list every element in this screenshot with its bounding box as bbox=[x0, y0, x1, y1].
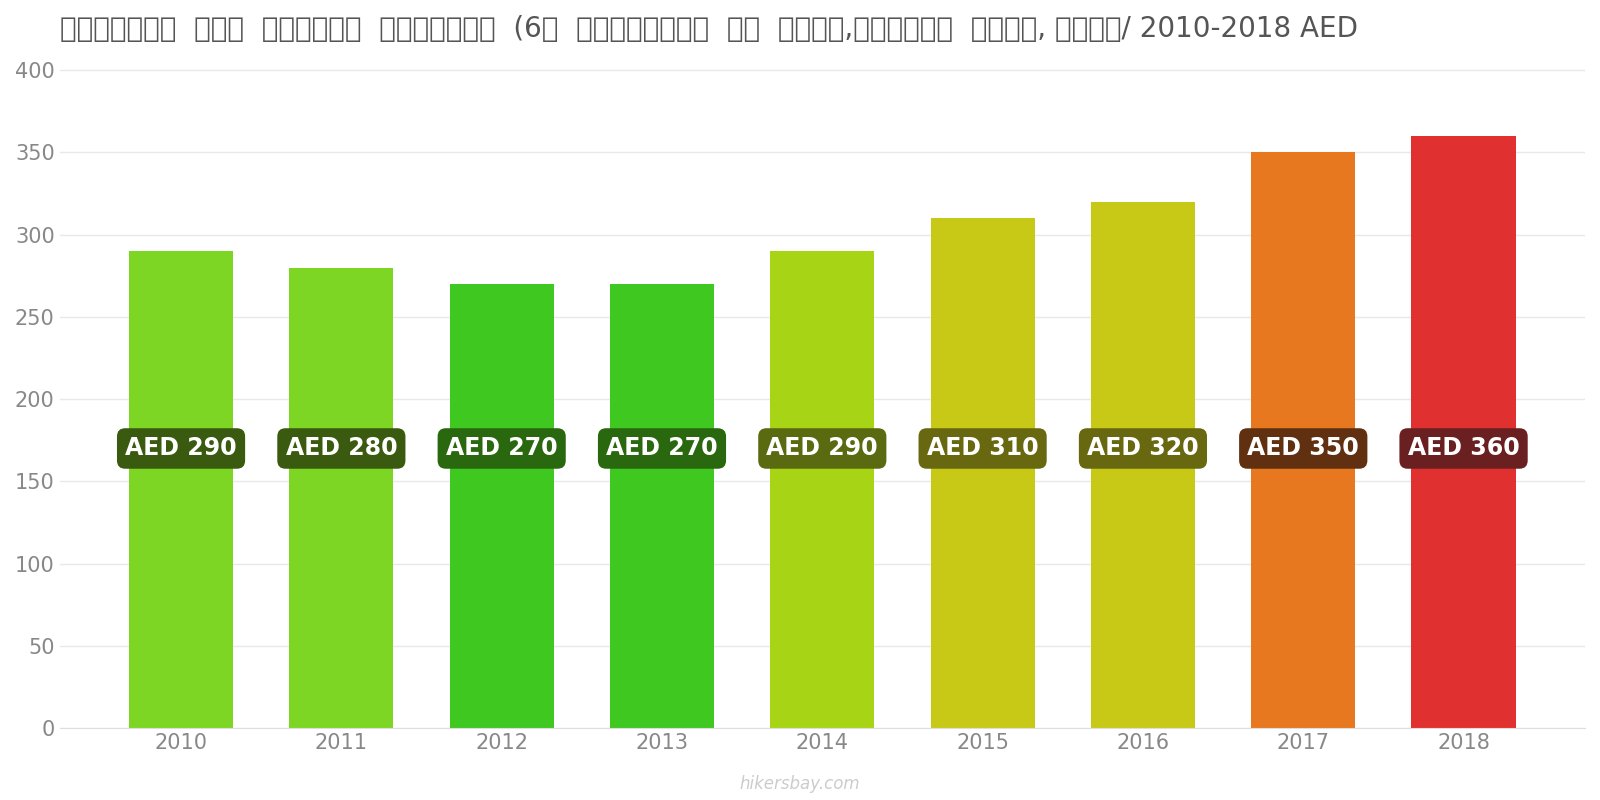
Bar bbox=[610, 284, 714, 728]
Bar bbox=[1411, 136, 1515, 728]
Bar bbox=[931, 218, 1035, 728]
Text: AED 310: AED 310 bbox=[926, 437, 1038, 461]
Bar bbox=[1251, 152, 1355, 728]
Text: AED 350: AED 350 bbox=[1248, 437, 1358, 461]
Text: AED 360: AED 360 bbox=[1408, 437, 1520, 461]
Bar bbox=[450, 284, 554, 728]
Text: AED 290: AED 290 bbox=[766, 437, 878, 461]
Text: AED 320: AED 320 bbox=[1086, 437, 1198, 461]
Bar bbox=[130, 251, 234, 728]
Text: AED 280: AED 280 bbox=[285, 437, 397, 461]
Text: hikersbay.com: hikersbay.com bbox=[739, 775, 861, 793]
Bar bbox=[770, 251, 875, 728]
Text: AED 290: AED 290 bbox=[125, 437, 237, 461]
Text: संयुक्त  अरब  अमीरात  इंटरनेट  (6०  एमबीपीएस  या  अधिक,असीमित  डेटा, केबल/ 2010-: संयुक्त अरब अमीरात इंटरनेट (6० एमबीपीएस … bbox=[59, 15, 1358, 43]
Bar bbox=[290, 267, 394, 728]
Bar bbox=[1091, 202, 1195, 728]
Text: AED 270: AED 270 bbox=[446, 437, 557, 461]
Text: AED 270: AED 270 bbox=[606, 437, 718, 461]
